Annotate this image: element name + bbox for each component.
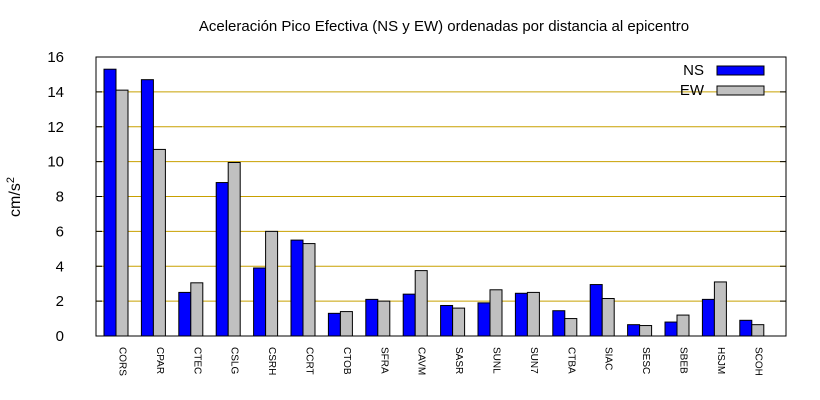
bar-ns-sunl (477, 302, 491, 337)
y-tick-label: 0 (56, 328, 64, 345)
bar-ew-csrh (265, 230, 279, 337)
bars (103, 68, 765, 337)
x-tick-label: CAVM (416, 347, 427, 375)
bar-ns-sesc (627, 324, 641, 337)
bar-ns-scoh (739, 319, 753, 337)
x-tick-label: CTEC (191, 347, 202, 374)
y-axis: 0 2 4 6 8 10 12 14 16 (47, 49, 786, 345)
bar-ew-cslg (227, 161, 241, 337)
bar-ew-sun7 (526, 291, 540, 337)
x-tick-label: CORS (117, 347, 128, 376)
x-tick-label: SUNL (491, 347, 502, 374)
y-tick-label: 8 (56, 189, 64, 206)
x-tick-label: SFRA (378, 347, 389, 374)
bar-ns-ctec (178, 291, 192, 337)
bar-ew-siac (601, 298, 615, 337)
x-tick-label: CCRT (304, 347, 315, 375)
bar-ns-csrh (253, 267, 267, 337)
bar-ns-cpar (140, 79, 154, 337)
bar-ns-sun7 (514, 292, 528, 337)
bar-ew-ctec (190, 282, 204, 337)
bar-ew-hsjm (713, 281, 727, 337)
x-tick-label: CPAR (154, 347, 165, 374)
legend-label: EW (680, 82, 705, 99)
bar-ns-sfra (365, 298, 379, 337)
y-tick-label: 4 (56, 258, 64, 275)
x-tick-label: SIAC (603, 347, 614, 370)
bar-ew-sbeb (676, 314, 690, 337)
bar-ew-sasr (452, 307, 466, 337)
x-tick-label: SESC (640, 347, 651, 374)
x-axis: CORS CPAR CTEC CSLG CSRH CCRT CTOB SFRA CAVM SASR… (117, 347, 764, 376)
chart-title: Aceleración Pico Efectiva (NS y EW) orde… (199, 18, 689, 35)
bar-ns-ctba (552, 310, 566, 337)
bar-ns-sasr (440, 304, 454, 337)
bar-ns-sbeb (664, 321, 678, 337)
x-tick-label: SCOH (752, 347, 763, 376)
bar-ew-ctob (339, 311, 353, 337)
bar-ew-sfra (377, 300, 391, 337)
bar-ns-cors (103, 68, 117, 337)
x-tick-label: SUN7 (528, 347, 539, 374)
bar-ns-cslg (215, 182, 229, 337)
y-tick-label: 16 (47, 49, 64, 66)
x-tick-label: SBEB (678, 347, 689, 374)
x-tick-label: CSRH (266, 347, 277, 375)
legend-label: NS (683, 62, 704, 79)
bar-ew-cavm (414, 270, 428, 337)
y-tick-label: 6 (56, 223, 64, 240)
x-tick-label: CSLG (229, 347, 240, 374)
grid-lines (96, 91, 786, 302)
y-tick-label: 2 (56, 293, 64, 310)
y-axis-label: cm/s2 (5, 177, 24, 217)
x-tick-label: SASR (453, 347, 464, 374)
bar-ns-ctob (327, 312, 341, 337)
x-tick-label: CTOB (341, 347, 352, 375)
bar-ew-sunl (489, 289, 503, 337)
bar-ns-siac (589, 284, 603, 337)
bar-ew-ccrt (302, 243, 316, 337)
y-tick-label: 10 (47, 154, 64, 171)
bar-ns-cavm (402, 293, 416, 337)
y-tick-label: 12 (47, 119, 64, 136)
legend-swatch (716, 85, 765, 96)
y-tick-label: 14 (47, 84, 64, 101)
bar-ns-hsjm (701, 298, 715, 337)
bar-ew-cors (115, 89, 129, 337)
bar-ew-cpar (152, 148, 166, 337)
bar-ns-ccrt (290, 239, 304, 337)
bar-ew-scoh (751, 324, 765, 337)
bar-ew-ctba (564, 318, 578, 337)
x-tick-label: CTBA (565, 347, 576, 374)
x-tick-label: HSJM (715, 347, 726, 374)
bar-ew-sesc (639, 325, 653, 337)
legend-swatch (716, 65, 765, 76)
legend: NS EW (680, 62, 765, 99)
